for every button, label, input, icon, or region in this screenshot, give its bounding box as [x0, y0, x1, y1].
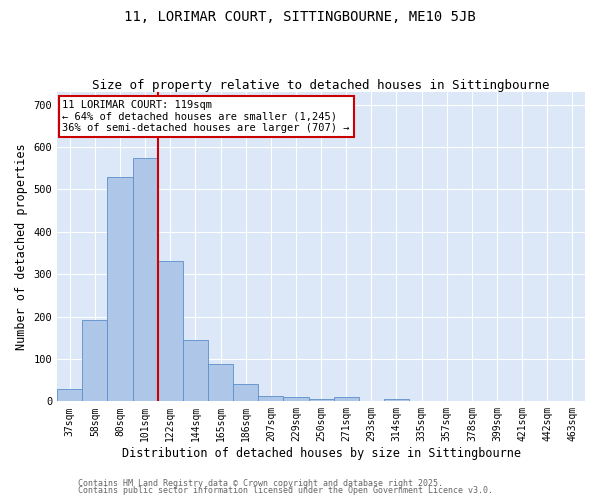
Text: 11, LORIMAR COURT, SITTINGBOURNE, ME10 5JB: 11, LORIMAR COURT, SITTINGBOURNE, ME10 5… [124, 10, 476, 24]
Text: Contains public sector information licensed under the Open Government Licence v3: Contains public sector information licen… [78, 486, 493, 495]
Title: Size of property relative to detached houses in Sittingbourne: Size of property relative to detached ho… [92, 79, 550, 92]
Text: Contains HM Land Registry data © Crown copyright and database right 2025.: Contains HM Land Registry data © Crown c… [78, 478, 443, 488]
Bar [283, 397, 308, 402]
Text: 11 LORIMAR COURT: 119sqm
← 64% of detached houses are smaller (1,245)
36% of sem: 11 LORIMAR COURT: 119sqm ← 64% of detach… [62, 100, 350, 133]
Bar [233, 384, 258, 402]
Bar [133, 158, 158, 402]
Bar [158, 262, 183, 402]
Bar [82, 320, 107, 402]
X-axis label: Distribution of detached houses by size in Sittingbourne: Distribution of detached houses by size … [122, 447, 521, 460]
Bar [308, 399, 334, 402]
Bar [57, 388, 82, 402]
Bar [208, 364, 233, 402]
Bar [107, 176, 133, 402]
Bar [334, 397, 359, 402]
Bar [258, 396, 283, 402]
Bar [183, 340, 208, 402]
Y-axis label: Number of detached properties: Number of detached properties [15, 144, 28, 350]
Bar [384, 399, 409, 402]
